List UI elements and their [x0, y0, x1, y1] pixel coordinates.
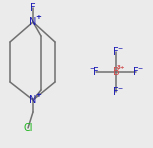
Text: F: F — [113, 47, 119, 57]
Text: Cl: Cl — [23, 123, 33, 133]
Text: −: − — [137, 66, 143, 70]
Text: F: F — [30, 3, 36, 13]
Text: N: N — [29, 95, 37, 105]
Text: B: B — [113, 67, 119, 77]
Text: F: F — [113, 87, 119, 97]
Text: 3+: 3+ — [117, 65, 125, 70]
Text: F: F — [93, 67, 99, 77]
Text: F: F — [133, 67, 139, 77]
Text: N: N — [29, 17, 37, 27]
Text: −: − — [89, 66, 95, 70]
Text: +: + — [35, 14, 41, 20]
Text: +: + — [35, 92, 41, 98]
Text: −: − — [117, 86, 123, 90]
Text: −: − — [117, 45, 123, 50]
